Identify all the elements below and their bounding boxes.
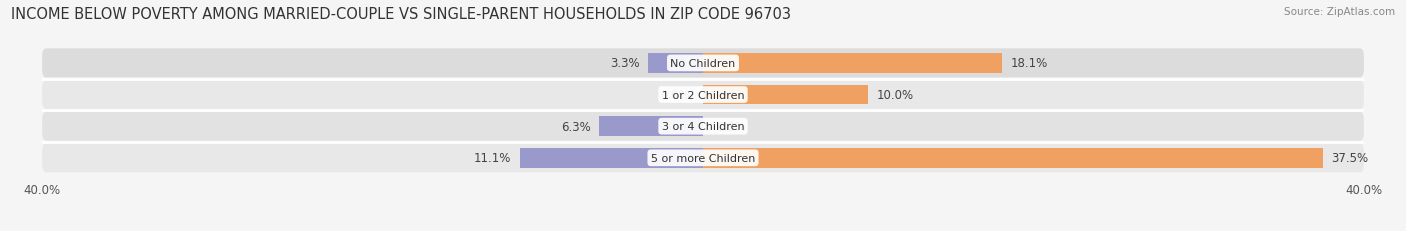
Bar (648, 54, 703, 73)
Text: 11.1%: 11.1% (474, 152, 512, 165)
Text: 3.3%: 3.3% (610, 57, 640, 70)
Text: 0.0%: 0.0% (661, 89, 690, 102)
Bar (703, 148, 1323, 168)
Text: 1 or 2 Children: 1 or 2 Children (662, 90, 744, 100)
FancyBboxPatch shape (42, 112, 1364, 141)
FancyBboxPatch shape (42, 144, 1364, 173)
Text: 3 or 4 Children: 3 or 4 Children (662, 122, 744, 132)
Bar (703, 54, 1002, 73)
FancyBboxPatch shape (42, 49, 1364, 78)
Text: 0.0%: 0.0% (716, 120, 745, 133)
Bar (703, 85, 868, 105)
Text: 18.1%: 18.1% (1011, 57, 1047, 70)
Bar (520, 148, 703, 168)
Text: INCOME BELOW POVERTY AMONG MARRIED-COUPLE VS SINGLE-PARENT HOUSEHOLDS IN ZIP COD: INCOME BELOW POVERTY AMONG MARRIED-COUPL… (11, 7, 792, 22)
Text: 5 or more Children: 5 or more Children (651, 153, 755, 163)
Bar (599, 117, 703, 136)
FancyBboxPatch shape (42, 81, 1364, 110)
Text: No Children: No Children (671, 59, 735, 69)
Text: Source: ZipAtlas.com: Source: ZipAtlas.com (1284, 7, 1395, 17)
Text: 37.5%: 37.5% (1330, 152, 1368, 165)
Text: 10.0%: 10.0% (876, 89, 914, 102)
Text: 6.3%: 6.3% (561, 120, 591, 133)
